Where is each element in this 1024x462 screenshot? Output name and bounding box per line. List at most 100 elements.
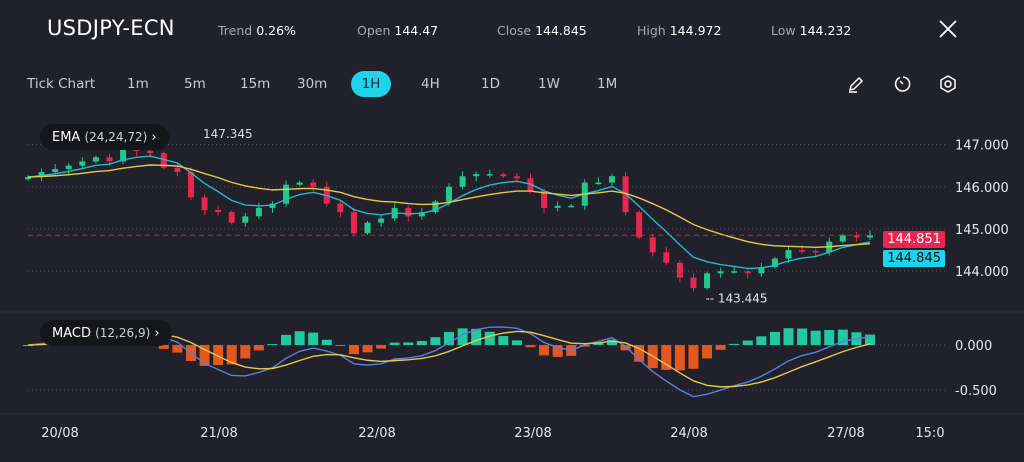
settings-hexagon-icon[interactable] <box>937 73 959 95</box>
macd-histogram-bar <box>674 345 685 371</box>
candle <box>785 250 792 259</box>
close-icon[interactable] <box>937 18 959 40</box>
candle <box>378 218 385 223</box>
x-axis-label: 15:0 <box>915 426 944 441</box>
candle <box>405 207 412 217</box>
candle <box>649 237 656 253</box>
x-axis-label: 24/08 <box>670 426 707 441</box>
tf-4h[interactable]: 4H <box>421 76 440 92</box>
macd-histogram-bar <box>172 345 183 353</box>
pencil-icon[interactable] <box>845 73 867 95</box>
macd-histogram-bar <box>756 336 767 346</box>
macd-histogram-bar <box>23 345 33 347</box>
macd-tick: 0.000 <box>955 339 992 354</box>
candle <box>568 205 575 208</box>
macd-histogram-bar <box>457 328 468 346</box>
candle <box>269 203 276 208</box>
macd-histogram-bar <box>430 337 441 346</box>
x-axis-label: 22/08 <box>358 426 395 441</box>
macd-histogram-bar <box>837 329 848 346</box>
macd-histogram-bar <box>403 342 414 346</box>
tf-30m[interactable]: 30m <box>297 76 328 92</box>
macd-histogram-bar <box>376 345 387 349</box>
candle <box>242 216 249 223</box>
candle <box>826 241 833 253</box>
tf-1m-month[interactable]: 1M <box>597 76 618 92</box>
candle <box>513 176 520 179</box>
candle <box>350 212 357 234</box>
macd-histogram-bar <box>715 345 726 350</box>
timer-icon[interactable] <box>892 73 914 95</box>
candle <box>446 186 452 202</box>
macd-histogram-bar <box>226 345 237 365</box>
tf-tick-chart[interactable]: Tick Chart <box>27 76 96 92</box>
candle <box>38 172 45 178</box>
candle <box>160 153 167 168</box>
macd-histogram-bar <box>606 339 617 346</box>
price-tick: 145.000 <box>955 223 1009 238</box>
macd-histogram-bar <box>484 331 495 346</box>
tf-1m[interactable]: 1m <box>127 76 149 92</box>
candle <box>799 250 806 252</box>
stat-low: Low 144.232 <box>771 23 852 38</box>
candle <box>554 205 561 208</box>
tf-1h[interactable]: 1H <box>351 71 391 97</box>
tf-5m[interactable]: 5m <box>184 76 206 92</box>
header: USDJPY-ECN Trend 0.26% Open 144.47 Close 14… <box>0 16 1024 46</box>
candle <box>310 182 317 187</box>
candle <box>867 235 873 238</box>
ema-indicator-button[interactable]: EMA (24,24,72) › <box>40 124 169 150</box>
candle <box>636 212 643 238</box>
macd-histogram-bar <box>620 345 631 351</box>
macd-histogram-bar <box>253 345 264 351</box>
candle <box>690 277 697 289</box>
candle <box>704 273 711 289</box>
candle <box>337 203 344 213</box>
price-tick: 146.000 <box>955 181 1009 196</box>
x-axis-label: 21/08 <box>200 426 237 441</box>
macd-histogram-bar <box>267 344 278 346</box>
macd-histogram-bar <box>511 340 522 346</box>
macd-histogram-bar <box>661 345 672 370</box>
candle <box>296 182 303 185</box>
macd-histogram-bar <box>729 343 740 346</box>
timeframe-bar: Tick Chart 1m 5m 15m 30m 1H 4H 1D 1W 1M <box>0 71 1024 97</box>
macd-histogram-bar <box>579 345 590 347</box>
x-axis-label: 27/08 <box>827 426 864 441</box>
candle <box>25 177 31 180</box>
candle <box>120 148 127 162</box>
candle <box>65 165 72 170</box>
macd-tick: -0.500 <box>955 384 997 399</box>
tf-1w[interactable]: 1W <box>538 76 560 92</box>
candle <box>201 197 208 210</box>
macd-histogram-bar <box>389 342 400 346</box>
macd-histogram-bar <box>552 345 563 357</box>
macd-histogram-bar <box>240 345 251 359</box>
candle <box>500 174 507 177</box>
macd-histogram-bar <box>294 331 305 346</box>
macd-histogram-bar <box>539 345 550 356</box>
candle <box>323 186 330 204</box>
candle <box>486 174 493 176</box>
stat-high: High 144.972 <box>637 23 722 38</box>
ema-top-value: 147.345 <box>203 127 253 141</box>
tf-15m[interactable]: 15m <box>240 76 271 92</box>
candle <box>717 271 724 274</box>
stat-open: Open 144.47 <box>357 23 439 38</box>
candle <box>52 169 59 172</box>
macd-indicator-button[interactable]: MACD (12,26,9) › <box>40 320 172 346</box>
macd-histogram-bar <box>525 345 536 348</box>
candle <box>228 212 235 223</box>
candle <box>527 178 534 191</box>
candle <box>255 207 262 217</box>
stat-trend: Trend 0.26% <box>218 23 296 38</box>
ema-slow-line <box>27 164 871 249</box>
macd-histogram-bar <box>335 345 346 347</box>
candle <box>432 201 439 213</box>
candle <box>391 207 398 219</box>
tf-1d[interactable]: 1D <box>481 76 500 92</box>
candle <box>459 176 466 187</box>
macd-histogram-bar <box>742 340 753 346</box>
candle <box>731 271 738 273</box>
